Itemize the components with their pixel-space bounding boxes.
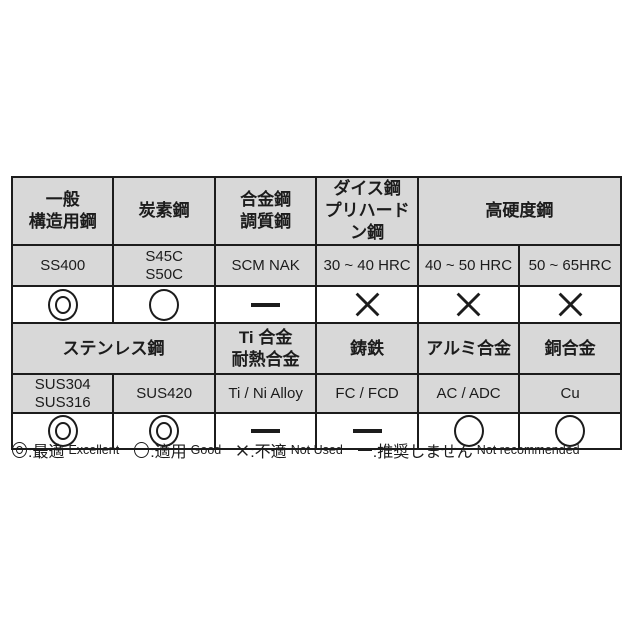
header-cell-copper-alloy: 銅合金 <box>518 322 622 376</box>
rating-cell-50-65hrc <box>518 285 622 325</box>
legend-label-en: Not recommended <box>476 443 580 457</box>
legend-label-en: Good <box>190 443 222 457</box>
cross-icon <box>556 290 585 319</box>
header-row-2: ステンレス鋼 Ti 合金 耐熱合金 鋳鉄 アルミ合金 銅合金 <box>11 322 622 376</box>
legend: :最適 Excellent :適用 Good :不適 Not Used :推奨し… <box>12 436 624 464</box>
rating-row-1 <box>10 285 622 325</box>
legend-label-jp: :最適 <box>28 444 65 461</box>
grade-cell-30-40hrc: 30 ~ 40 HRC <box>315 244 419 288</box>
header-cell-ti-heat-resistant-alloy: Ti 合金 耐熱合金 <box>213 322 318 376</box>
legend-item-not-used: :不適 Not Used <box>236 438 343 462</box>
header-cell-alloy-steel: 合金鋼 調質鋼 <box>213 175 318 247</box>
dash-icon <box>357 448 372 452</box>
rating-cell-ac-adc <box>416 412 521 451</box>
circle-icon <box>555 415 586 448</box>
legend-label-jp: :推奨しません <box>372 444 473 461</box>
legend-label-en: Excellent <box>68 443 120 457</box>
rating-cell-sus420 <box>112 412 216 451</box>
cross-icon <box>454 290 483 319</box>
grade-cell-50-65hrc: 50 ~ 65HRC <box>518 244 622 288</box>
rating-cell-s45c-s50c <box>112 285 216 325</box>
grade-cell-sus420: SUS420 <box>112 373 216 415</box>
rating-cell-ti-ni-alloy <box>213 412 318 451</box>
double-circle-icon <box>12 442 27 458</box>
legend-item-excellent: :最適 Excellent <box>12 438 119 462</box>
header-cell-cast-iron: 鋳鉄 <box>315 322 419 376</box>
rating-cell-30-40hrc <box>315 285 419 325</box>
rating-row-2 <box>10 412 622 451</box>
grade-cell-s45c-s50c: S45C S50C <box>112 244 216 288</box>
header-cell-general-structural-steel: 一般 構造用鋼 <box>10 175 115 247</box>
grade-cell-fc-fcd: FC / FCD <box>315 373 419 415</box>
grade-cell-scm-nak: SCM NAK <box>213 244 318 288</box>
dash-icon <box>352 429 382 434</box>
rating-cell-scm-nak <box>213 285 318 325</box>
rating-cell-ss400 <box>10 285 115 325</box>
circle-icon <box>453 415 484 448</box>
header-cell-carbon-steel: 炭素鋼 <box>112 175 216 247</box>
rating-cell-fc-fcd <box>315 412 419 451</box>
legend-item-good: :適用 Good <box>134 438 221 462</box>
header-cell-high-hardness-steel: 高硬度鋼 <box>416 175 623 247</box>
grade-cell-sus304-sus316: SUS304 SUS316 <box>10 373 115 415</box>
legend-item-not-recommended: :推奨しません Not recommended <box>357 438 580 462</box>
legend-label-jp: :不適 <box>250 444 287 461</box>
double-circle-icon <box>47 415 78 448</box>
rating-cell-40-50hrc <box>416 285 521 325</box>
header-cell-die-steel-prehardened: ダイス鋼 プリハードン鋼 <box>315 175 419 247</box>
header-row-1: 一般 構造用鋼 炭素鋼 合金鋼 調質鋼 ダイス鋼 プリハードン鋼 高硬度鋼 <box>10 175 623 247</box>
header-cell-aluminum-alloy: アルミ合金 <box>416 322 521 376</box>
cross-icon <box>236 444 249 457</box>
grade-cell-ss400: SS400 <box>10 244 115 288</box>
rating-cell-cu <box>518 412 622 451</box>
rating-cell-sus304-sus316 <box>10 412 115 451</box>
circle-icon <box>134 442 150 458</box>
grade-row-2: SUS304 SUS316 SUS420 Ti / Ni Alloy FC / … <box>10 373 622 415</box>
grade-cell-ti-ni-alloy: Ti / Ni Alloy <box>213 373 318 415</box>
dash-icon <box>251 429 281 434</box>
header-cell-stainless-steel: ステンレス鋼 <box>11 322 216 376</box>
grade-cell-ac-adc: AC / ADC <box>416 373 521 415</box>
double-circle-icon <box>47 288 78 321</box>
circle-icon <box>149 288 180 321</box>
dash-icon <box>251 302 281 307</box>
double-circle-icon <box>149 415 180 448</box>
material-compatibility-table: 一般 構造用鋼 炭素鋼 合金鋼 調質鋼 ダイス鋼 プリハードン鋼 高硬度鋼 SS… <box>10 175 623 451</box>
legend-label-en: Not Used <box>290 443 343 457</box>
grade-cell-cu: Cu <box>518 373 622 415</box>
grade-cell-40-50hrc: 40 ~ 50 HRC <box>416 244 521 288</box>
legend-label-jp: :適用 <box>150 444 187 461</box>
cross-icon <box>353 290 382 319</box>
grade-row-1: SS400 S45C S50C SCM NAK 30 ~ 40 HRC 40 ~… <box>10 244 622 288</box>
